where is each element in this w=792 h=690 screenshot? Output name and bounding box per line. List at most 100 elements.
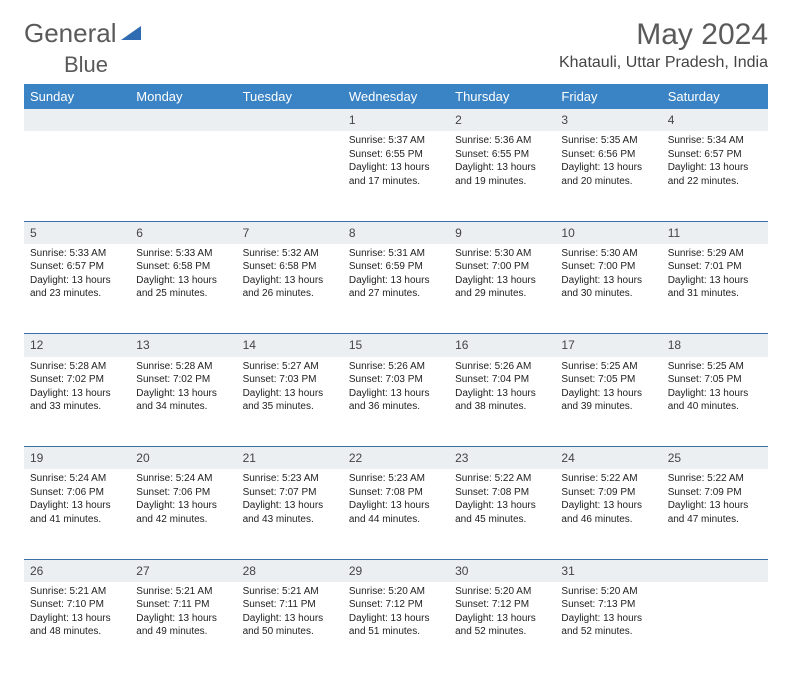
sunset-line: Sunset: 7:03 PM (349, 373, 443, 387)
sunset-line: Sunset: 7:05 PM (668, 373, 762, 387)
day-content-row: Sunrise: 5:28 AMSunset: 7:02 PMDaylight:… (24, 357, 768, 447)
sunset-line: Sunset: 7:01 PM (668, 260, 762, 274)
daylight-line: Daylight: 13 hours and 44 minutes. (349, 499, 443, 526)
day-cell-body: Sunrise: 5:21 AMSunset: 7:10 PMDaylight:… (24, 582, 130, 645)
daylight-line: Daylight: 13 hours and 22 minutes. (668, 161, 762, 188)
location: Khatauli, Uttar Pradesh, India (559, 54, 768, 72)
day-number-row: 12131415161718 (24, 334, 768, 357)
sunrise-line: Sunrise: 5:23 AM (243, 472, 337, 486)
day-cell: Sunrise: 5:20 AMSunset: 7:13 PMDaylight:… (555, 582, 661, 672)
day-cell: Sunrise: 5:21 AMSunset: 7:11 PMDaylight:… (237, 582, 343, 672)
sunrise-line: Sunrise: 5:20 AM (455, 585, 549, 599)
day-content-row: Sunrise: 5:24 AMSunset: 7:06 PMDaylight:… (24, 469, 768, 559)
day-number: 25 (662, 447, 768, 470)
weekday-header: Friday (555, 84, 661, 109)
daylight-line: Daylight: 13 hours and 35 minutes. (243, 387, 337, 414)
sunrise-line: Sunrise: 5:23 AM (349, 472, 443, 486)
weekday-header: Wednesday (343, 84, 449, 109)
day-number: 17 (555, 334, 661, 357)
day-cell: Sunrise: 5:20 AMSunset: 7:12 PMDaylight:… (449, 582, 555, 672)
daylight-line: Daylight: 13 hours and 34 minutes. (136, 387, 230, 414)
sunrise-line: Sunrise: 5:21 AM (243, 585, 337, 599)
sunset-line: Sunset: 7:09 PM (561, 486, 655, 500)
day-cell: Sunrise: 5:24 AMSunset: 7:06 PMDaylight:… (130, 469, 236, 559)
sunrise-line: Sunrise: 5:20 AM (561, 585, 655, 599)
day-cell-body: Sunrise: 5:25 AMSunset: 7:05 PMDaylight:… (555, 357, 661, 420)
day-cell-body: Sunrise: 5:24 AMSunset: 7:06 PMDaylight:… (24, 469, 130, 532)
day-cell: Sunrise: 5:33 AMSunset: 6:58 PMDaylight:… (130, 244, 236, 334)
day-number: 30 (449, 559, 555, 582)
sunset-line: Sunset: 7:07 PM (243, 486, 337, 500)
sunrise-line: Sunrise: 5:26 AM (349, 360, 443, 374)
sunset-line: Sunset: 7:13 PM (561, 598, 655, 612)
day-cell-body: Sunrise: 5:22 AMSunset: 7:08 PMDaylight:… (449, 469, 555, 532)
month-title: May 2024 (559, 18, 768, 52)
sunrise-line: Sunrise: 5:21 AM (136, 585, 230, 599)
day-cell: Sunrise: 5:27 AMSunset: 7:03 PMDaylight:… (237, 357, 343, 447)
day-cell-body: Sunrise: 5:30 AMSunset: 7:00 PMDaylight:… (449, 244, 555, 307)
empty-daynum (24, 109, 130, 131)
sunrise-line: Sunrise: 5:31 AM (349, 247, 443, 261)
sunrise-line: Sunrise: 5:24 AM (136, 472, 230, 486)
logo-text-1: General (24, 18, 117, 49)
day-number: 2 (449, 109, 555, 131)
daylight-line: Daylight: 13 hours and 40 minutes. (668, 387, 762, 414)
sunset-line: Sunset: 7:11 PM (136, 598, 230, 612)
daylight-line: Daylight: 13 hours and 33 minutes. (30, 387, 124, 414)
sunrise-line: Sunrise: 5:33 AM (136, 247, 230, 261)
day-cell: Sunrise: 5:22 AMSunset: 7:08 PMDaylight:… (449, 469, 555, 559)
sunset-line: Sunset: 7:03 PM (243, 373, 337, 387)
sunrise-line: Sunrise: 5:28 AM (136, 360, 230, 374)
sunset-line: Sunset: 7:00 PM (455, 260, 549, 274)
daylight-line: Daylight: 13 hours and 51 minutes. (349, 612, 443, 639)
sunrise-line: Sunrise: 5:35 AM (561, 134, 655, 148)
sunrise-line: Sunrise: 5:20 AM (349, 585, 443, 599)
sunset-line: Sunset: 6:55 PM (455, 148, 549, 162)
daylight-line: Daylight: 13 hours and 50 minutes. (243, 612, 337, 639)
day-number: 3 (555, 109, 661, 131)
day-cell: Sunrise: 5:33 AMSunset: 6:57 PMDaylight:… (24, 244, 130, 334)
day-cell: Sunrise: 5:35 AMSunset: 6:56 PMDaylight:… (555, 131, 661, 221)
day-cell: Sunrise: 5:20 AMSunset: 7:12 PMDaylight:… (343, 582, 449, 672)
sunrise-line: Sunrise: 5:28 AM (30, 360, 124, 374)
day-cell-body: Sunrise: 5:30 AMSunset: 7:00 PMDaylight:… (555, 244, 661, 307)
sunset-line: Sunset: 6:58 PM (243, 260, 337, 274)
daylight-line: Daylight: 13 hours and 52 minutes. (561, 612, 655, 639)
daylight-line: Daylight: 13 hours and 49 minutes. (136, 612, 230, 639)
daylight-line: Daylight: 13 hours and 26 minutes. (243, 274, 337, 301)
day-cell-body: Sunrise: 5:28 AMSunset: 7:02 PMDaylight:… (24, 357, 130, 420)
day-number: 18 (662, 334, 768, 357)
day-cell-body: Sunrise: 5:23 AMSunset: 7:07 PMDaylight:… (237, 469, 343, 532)
day-cell-body: Sunrise: 5:33 AMSunset: 6:57 PMDaylight:… (24, 244, 130, 307)
day-cell: Sunrise: 5:28 AMSunset: 7:02 PMDaylight:… (24, 357, 130, 447)
sunrise-line: Sunrise: 5:22 AM (561, 472, 655, 486)
sunrise-line: Sunrise: 5:21 AM (30, 585, 124, 599)
day-cell-body: Sunrise: 5:33 AMSunset: 6:58 PMDaylight:… (130, 244, 236, 307)
sunset-line: Sunset: 7:12 PM (455, 598, 549, 612)
sunrise-line: Sunrise: 5:30 AM (561, 247, 655, 261)
weekday-header: Tuesday (237, 84, 343, 109)
day-number: 26 (24, 559, 130, 582)
day-cell-body: Sunrise: 5:37 AMSunset: 6:55 PMDaylight:… (343, 131, 449, 194)
day-cell-body: Sunrise: 5:27 AMSunset: 7:03 PMDaylight:… (237, 357, 343, 420)
sunset-line: Sunset: 7:10 PM (30, 598, 124, 612)
day-cell-body: Sunrise: 5:28 AMSunset: 7:02 PMDaylight:… (130, 357, 236, 420)
sunrise-line: Sunrise: 5:27 AM (243, 360, 337, 374)
sunrise-line: Sunrise: 5:30 AM (455, 247, 549, 261)
day-number: 15 (343, 334, 449, 357)
sunrise-line: Sunrise: 5:32 AM (243, 247, 337, 261)
day-cell-body: Sunrise: 5:32 AMSunset: 6:58 PMDaylight:… (237, 244, 343, 307)
sunset-line: Sunset: 6:57 PM (668, 148, 762, 162)
day-cell-body: Sunrise: 5:34 AMSunset: 6:57 PMDaylight:… (662, 131, 768, 194)
day-cell-body: Sunrise: 5:36 AMSunset: 6:55 PMDaylight:… (449, 131, 555, 194)
sunset-line: Sunset: 7:08 PM (349, 486, 443, 500)
day-number: 22 (343, 447, 449, 470)
daylight-line: Daylight: 13 hours and 39 minutes. (561, 387, 655, 414)
day-cell: Sunrise: 5:28 AMSunset: 7:02 PMDaylight:… (130, 357, 236, 447)
sunrise-line: Sunrise: 5:24 AM (30, 472, 124, 486)
day-number: 24 (555, 447, 661, 470)
day-cell: Sunrise: 5:25 AMSunset: 7:05 PMDaylight:… (662, 357, 768, 447)
day-number: 11 (662, 221, 768, 244)
daylight-line: Daylight: 13 hours and 17 minutes. (349, 161, 443, 188)
day-number: 13 (130, 334, 236, 357)
